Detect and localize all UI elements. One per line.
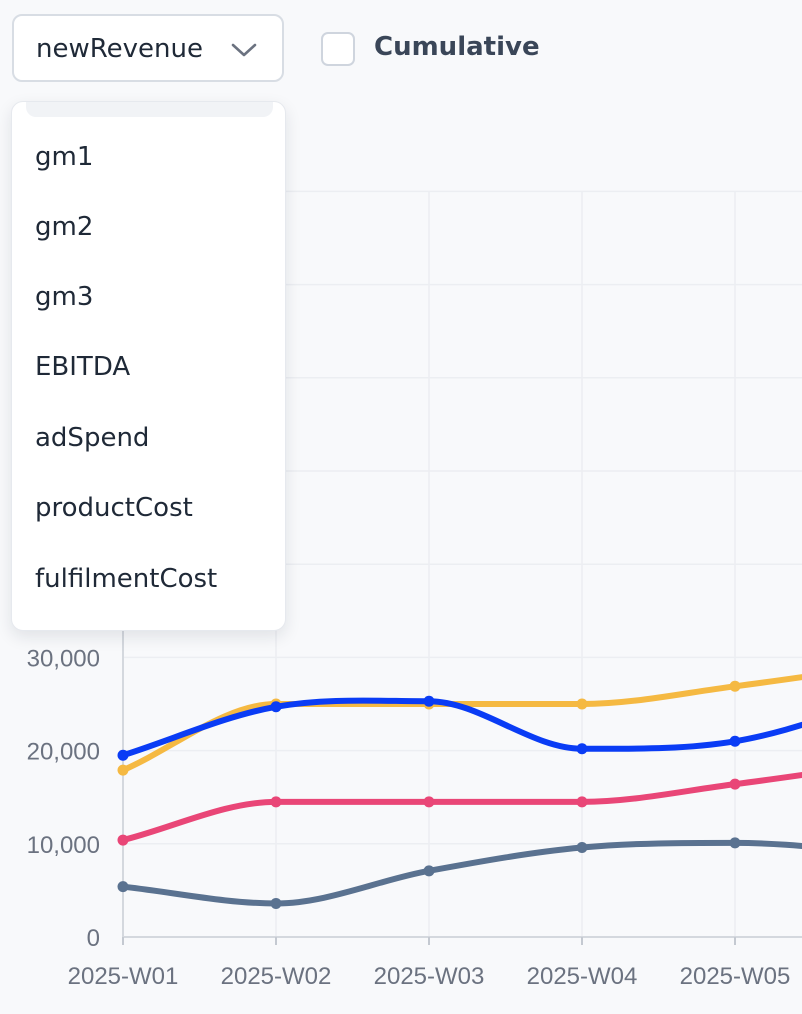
option-label: fulfilmentCost [35,564,218,594]
series-3-point [729,778,741,790]
series-line-3 [120,771,802,844]
series-2-point [576,743,588,755]
y-axis-tick-label: 20,000 [27,739,100,766]
series-2-point [270,701,282,713]
option-ebitda[interactable]: EBITDA [12,336,285,396]
series-4-point [576,842,588,854]
cumulative-checkbox[interactable] [321,32,355,66]
option-label: adSpend [35,423,150,453]
series-line-4 [120,839,802,907]
series-3-point [117,834,129,846]
option-gm1[interactable]: gm1 [12,126,285,186]
option-fulfilmentcost[interactable]: fulfilmentCost [12,548,285,608]
metric-dropdown-menu: gm1 gm2 gm3 EBITDA adSpend productCost f… [11,101,286,631]
y-axis-tick-label: 0 [87,925,100,952]
metric-select-value: newRevenue [36,34,203,64]
option-productcost[interactable]: productCost [12,477,285,537]
series-2-point [423,695,435,707]
series-4-point [117,881,129,893]
metric-select[interactable]: newRevenue [12,14,284,82]
series-line-1 [120,674,802,774]
option-adspend[interactable]: adSpend [12,407,285,467]
chevron-down-icon [231,43,257,57]
dropdown-scroll-highlight [26,102,273,117]
option-gm3[interactable]: gm3 [12,266,285,326]
y-axis-tick-label: 30,000 [27,645,100,672]
series-4-point [729,837,741,849]
y-axis-tick-label: 10,000 [27,832,100,859]
option-gm2[interactable]: gm2 [12,196,285,256]
series-line-2 [120,697,802,759]
x-axis-tick-label: 2025-W02 [221,963,332,990]
x-axis-tick-label: 2025-W05 [680,963,791,990]
series-3-point [576,796,588,808]
option-label: productCost [35,493,193,523]
series-3-point [270,796,282,808]
series-2-point [117,749,129,761]
x-axis-tick-label: 2025-W03 [374,963,485,990]
x-axis-tick-label: 2025-W01 [68,963,179,990]
series-3-point [423,796,435,808]
option-label: gm3 [35,282,94,312]
option-label: gm2 [35,212,94,242]
series-1-point [576,698,588,710]
series-1-point [729,680,741,692]
series-2-point [729,735,741,747]
option-label: EBITDA [35,352,131,382]
series-4-point [423,865,435,877]
option-label: gm1 [35,142,94,172]
series-1-point [117,764,129,776]
cumulative-label[interactable]: Cumulative [374,32,540,62]
series-4-point [270,897,282,909]
x-axis-tick-label: 2025-W04 [527,963,638,990]
